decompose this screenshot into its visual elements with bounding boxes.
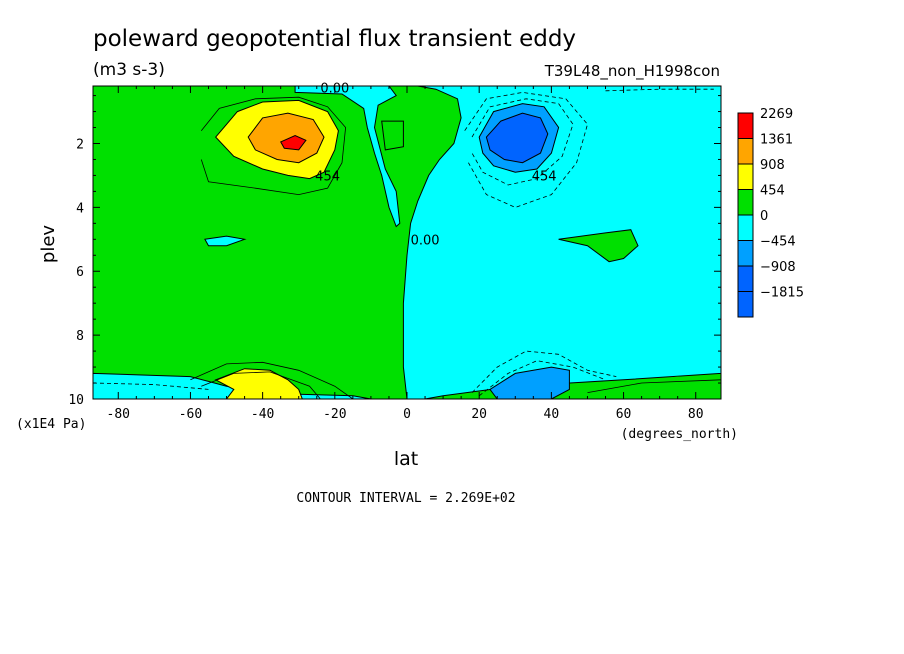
legend-label: 1361 (760, 133, 793, 148)
legend-label: 908 (760, 158, 785, 173)
contour-region-1 (402, 86, 721, 399)
legend-label: −1815 (760, 286, 804, 301)
chart-units: (m3 s-3) (93, 60, 165, 80)
legend-label: 2269 (760, 107, 793, 122)
contour-line-0 (200, 96, 347, 196)
contour-label-2: 0.00 (411, 233, 440, 248)
contour-interval: CONTOUR INTERVAL = 2.269E+02 (296, 491, 515, 506)
contour-label-3: 454 (532, 169, 557, 184)
contour-region-3 (381, 120, 404, 151)
y-tick-label: 4 (76, 201, 84, 216)
legend-swatch (737, 240, 754, 267)
contour-region-4 (558, 229, 639, 263)
legend-swatch (737, 291, 754, 318)
x-tick-label: 0 (403, 407, 411, 422)
y-tick-label: 8 (76, 329, 84, 344)
contour-region-12 (485, 112, 549, 164)
contour-label-1: 454 (315, 169, 340, 184)
x-tick-label: 60 (616, 407, 632, 422)
legend-label: −454 (760, 235, 796, 250)
contour-line-2 (201, 371, 321, 399)
y-tick-label: 6 (76, 265, 84, 280)
y-axis-units: (x1E4 Pa) (16, 417, 86, 432)
legend-swatch (737, 189, 754, 216)
x-tick-label: -80 (107, 407, 130, 422)
x-axis-label: lat (394, 448, 418, 470)
chart-title: poleward geopotential flux transient edd… (93, 26, 576, 52)
contour-region-2 (294, 86, 401, 228)
run-label: T39L48_non_H1998con (544, 62, 720, 81)
legend-label: 0 (760, 209, 768, 224)
x-tick-label: 40 (544, 407, 560, 422)
legend-swatch (737, 265, 754, 292)
x-tick-label: -20 (323, 407, 346, 422)
legend-label: 454 (760, 184, 785, 199)
contour-region-5 (204, 235, 247, 247)
legend-swatch (737, 112, 754, 139)
x-tick-label: -40 (251, 407, 274, 422)
contour-line-3 (587, 379, 721, 393)
contour-line-4 (464, 91, 588, 208)
y-tick-label: 10 (68, 393, 84, 408)
contour-line-6 (471, 350, 617, 393)
legend-swatch (737, 163, 754, 190)
contour-region-13 (214, 368, 303, 399)
color-legend: 2269 1361 908 454 0 −454 −908 −1815 (737, 107, 804, 318)
legend-swatch (737, 214, 754, 241)
contour-line-1 (190, 361, 354, 399)
x-tick-label: 20 (471, 407, 487, 422)
y-tick-label: 2 (76, 137, 84, 152)
contour-line-7 (478, 360, 606, 397)
y-axis-label: plev (38, 225, 59, 264)
contour-region-14 (489, 366, 570, 399)
x-axis-units: (degrees_north) (621, 427, 738, 442)
contour-region-7 (551, 376, 721, 399)
legend-swatch (737, 138, 754, 165)
x-tick-label: -60 (179, 407, 202, 422)
legend-label: −908 (760, 260, 796, 275)
contour-region-9 (247, 112, 325, 164)
x-tick-label: 80 (688, 407, 704, 422)
contour-region-10 (279, 134, 307, 151)
contour-line-5 (471, 98, 574, 186)
